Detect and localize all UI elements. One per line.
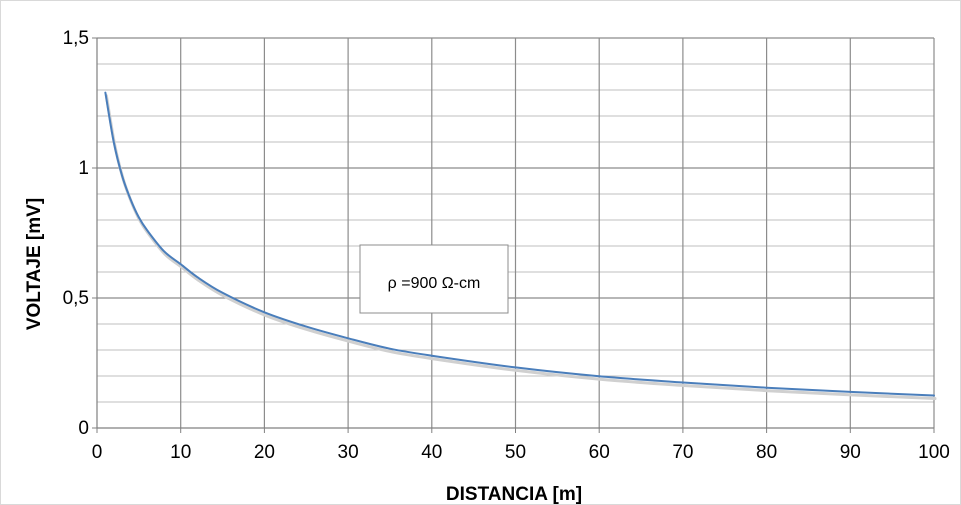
annotation-box: ρ =900 Ω-cm [359,244,509,314]
x-tick-labels: 0 10 20 30 40 50 60 70 80 90 100 [92,442,950,463]
major-gridlines [97,37,935,428]
x-tick-label: 30 [338,442,359,463]
y-axis-label: VOLTAJE [mV] [24,198,45,330]
y-tick-label: 1,5 [63,28,89,49]
y-tick-label: 0,5 [63,288,89,309]
x-tick-label: 0 [92,442,103,463]
x-tick-label: 40 [421,442,442,463]
x-tick-label: 100 [918,442,950,463]
x-tick-label: 70 [672,442,693,463]
series-group [104,91,937,400]
x-tick-label: 80 [756,442,777,463]
x-tick-label: 50 [505,442,526,463]
x-tick-label: 10 [170,442,191,463]
series-line [104,91,935,397]
y-tick-label: 0 [78,418,89,439]
x-tick-label: 20 [254,442,275,463]
y-tick-label: 1 [78,158,89,179]
x-tick-label: 60 [589,442,610,463]
x-axis-label: DISTANCIA [m] [446,484,582,505]
annotation-text: ρ =900 Ω-cm [388,275,481,292]
axes [92,37,935,433]
x-tick-label: 90 [840,442,861,463]
y-tick-labels: 0 0,5 1 1,5 [63,28,89,439]
